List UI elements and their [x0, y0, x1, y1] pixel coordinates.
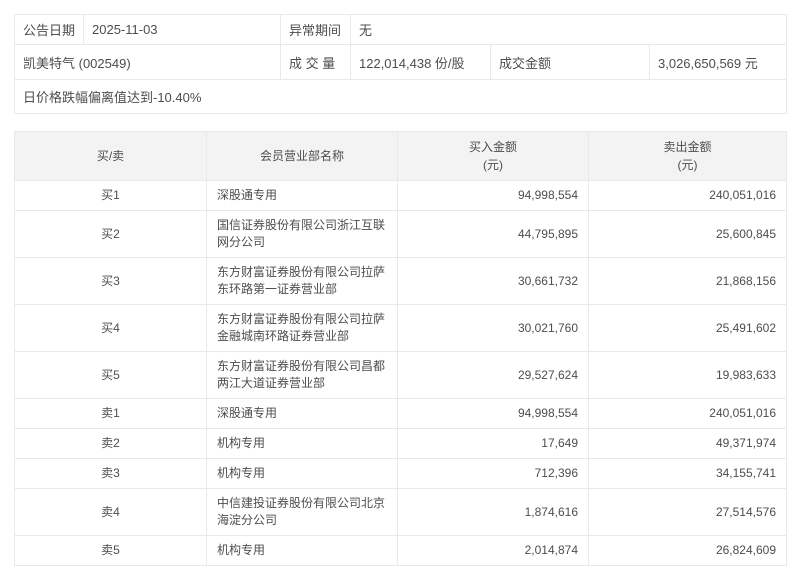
- announcement-info-table: 公告日期 2025-11-03 异常期间 无 凯美特气 (002549) 成 交…: [13, 14, 788, 114]
- turnover-value: 3,026,650,569 元: [648, 44, 788, 80]
- table-row: 买4 东方财富证券股份有限公司拉萨金融城南环路证券营业部 30,021,760 …: [14, 304, 787, 353]
- branch-cell: 东方财富证券股份有限公司拉萨金融城南环路证券营业部: [206, 304, 398, 353]
- branch-cell: 机构专用: [206, 458, 398, 490]
- header-sell-amount-label: 卖出金额: [663, 140, 712, 154]
- sell-amount-cell: 34,155,741: [588, 458, 787, 490]
- branch-cell: 中信建投证券股份有限公司北京海淀分公司: [206, 488, 398, 537]
- stock-name: 凯美特气 (002549): [14, 44, 281, 80]
- trade-seats-table: 买/卖 会员营业部名称 买入金额 (元) 卖出金额 (元) 买1 深股通专用 94,…: [14, 131, 787, 567]
- header-sell-amount: 卖出金额 (元): [588, 131, 787, 181]
- rank-cell: 买5: [14, 351, 207, 400]
- rank-cell: 卖5: [14, 535, 207, 567]
- buy-amount-cell: 1,874,616: [397, 488, 589, 537]
- table-row: 买2 国信证券股份有限公司浙江互联网分公司 44,795,895 25,600,…: [14, 210, 787, 259]
- buy-amount-cell: 44,795,895: [397, 210, 589, 259]
- sell-amount-cell: 25,600,845: [588, 210, 787, 259]
- buy-amount-cell: 712,396: [397, 458, 589, 490]
- table-header-row: 买/卖 会员营业部名称 买入金额 (元) 卖出金额 (元): [14, 131, 787, 181]
- buy-amount-cell: 17,649: [397, 428, 589, 460]
- buy-amount-cell: 2,014,874: [397, 535, 589, 567]
- buy-amount-cell: 94,998,554: [397, 398, 589, 430]
- sell-amount-cell: 240,051,016: [588, 179, 787, 212]
- branch-cell: 机构专用: [206, 535, 398, 567]
- abnormal-period-label: 异常期间: [280, 14, 351, 45]
- sell-amount-cell: 26,824,609: [588, 535, 787, 567]
- volume-label: 成 交 量: [280, 44, 351, 80]
- abnormal-period-value: 无: [349, 14, 788, 45]
- table-row: 卖1 深股通专用 94,998,554 240,051,016: [14, 398, 787, 430]
- sell-amount-cell: 25,491,602: [588, 304, 787, 353]
- table-row: 卖2 机构专用 17,649 49,371,974: [14, 428, 787, 460]
- rank-cell: 卖1: [14, 398, 207, 430]
- sell-amount-cell: 49,371,974: [588, 428, 787, 460]
- header-side: 买/卖: [14, 131, 207, 181]
- table-row: 买3 东方财富证券股份有限公司拉萨东环路第一证券营业部 30,661,732 2…: [14, 257, 787, 306]
- branch-cell: 机构专用: [206, 428, 398, 460]
- header-sell-amount-unit: (元): [677, 158, 698, 172]
- price-deviation-note: 日价格跌幅偏离值达到-10.40%: [13, 79, 788, 114]
- table-row: 卖3 机构专用 712,396 34,155,741: [14, 458, 787, 490]
- table-row: 卖4 中信建投证券股份有限公司北京海淀分公司 1,874,616 27,514,…: [14, 488, 787, 537]
- header-branch: 会员营业部名称: [206, 131, 398, 181]
- announce-date-label: 公告日期: [14, 14, 84, 45]
- branch-cell: 东方财富证券股份有限公司昌都两江大道证券营业部: [206, 351, 398, 400]
- buy-amount-cell: 30,021,760: [397, 304, 589, 353]
- rank-cell: 卖4: [14, 488, 207, 537]
- buy-amount-cell: 29,527,624: [397, 351, 589, 400]
- turnover-label: 成交金额: [490, 44, 650, 80]
- table-row: 买5 东方财富证券股份有限公司昌都两江大道证券营业部 29,527,624 19…: [14, 351, 787, 400]
- branch-cell: 国信证券股份有限公司浙江互联网分公司: [206, 210, 398, 259]
- header-buy-amount-label: 买入金额: [468, 140, 517, 154]
- branch-cell: 深股通专用: [206, 398, 398, 430]
- table-row: 卖5 机构专用 2,014,874 26,824,609: [14, 535, 787, 567]
- header-buy-amount: 买入金额 (元): [397, 131, 589, 181]
- rank-cell: 卖2: [14, 428, 207, 460]
- branch-cell: 东方财富证券股份有限公司拉萨东环路第一证券营业部: [206, 257, 398, 306]
- rank-cell: 买4: [14, 304, 207, 353]
- header-buy-amount-unit: (元): [483, 158, 503, 172]
- sell-amount-cell: 240,051,016: [588, 398, 787, 430]
- volume-value: 122,014,438 份/股: [350, 44, 491, 80]
- announce-date-value: 2025-11-03: [83, 14, 281, 45]
- sell-amount-cell: 21,868,156: [588, 257, 787, 306]
- branch-cell: 深股通专用: [206, 179, 398, 212]
- rank-cell: 买1: [14, 179, 207, 212]
- rank-cell: 卖3: [14, 458, 207, 490]
- buy-amount-cell: 94,998,554: [397, 179, 589, 212]
- sell-amount-cell: 27,514,576: [588, 488, 787, 537]
- table-row: 买1 深股通专用 94,998,554 240,051,016: [14, 179, 787, 212]
- buy-amount-cell: 30,661,732: [397, 257, 589, 306]
- rank-cell: 买2: [14, 210, 207, 259]
- rank-cell: 买3: [14, 257, 207, 306]
- sell-amount-cell: 19,983,633: [588, 351, 787, 400]
